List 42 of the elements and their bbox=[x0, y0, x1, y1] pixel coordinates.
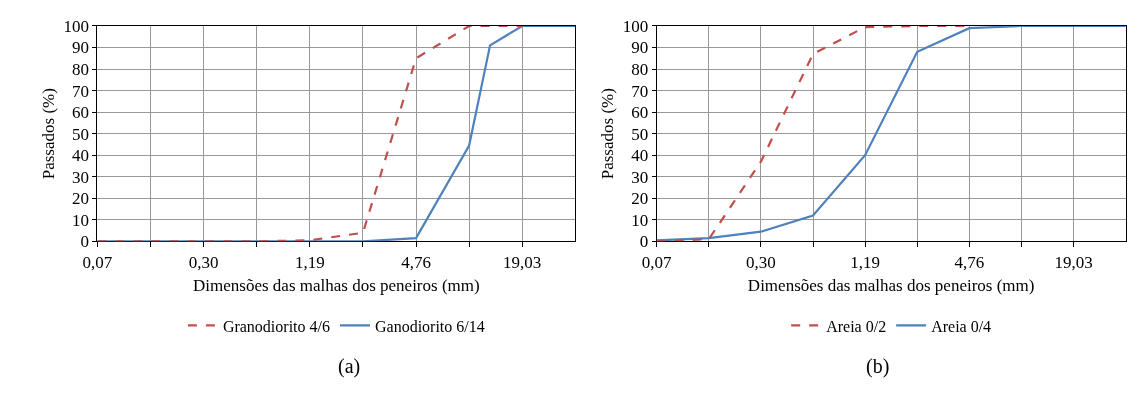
text: (a) bbox=[338, 355, 361, 378]
y-tick-label: 50 bbox=[631, 124, 649, 144]
y-tick-label: 60 bbox=[631, 103, 649, 123]
y-tick-label: 50 bbox=[72, 124, 90, 144]
x-axis-title: Dimensões das malhas dos peneiros (mm) bbox=[747, 276, 1035, 296]
x-tick-label: 0,30 bbox=[188, 252, 219, 272]
y-tick-label: 90 bbox=[631, 38, 649, 58]
x-tick-label: 1,19 bbox=[850, 252, 880, 272]
y-tick-label: 20 bbox=[72, 189, 90, 209]
x-tick-label: 0,07 bbox=[641, 252, 673, 272]
y-axis-title: Passados (%) bbox=[598, 88, 618, 180]
y-axis-title: Passados (%) bbox=[39, 88, 59, 180]
y-tick-label: 100 bbox=[622, 16, 649, 36]
legend-label: Ganodiorito 6/14 bbox=[374, 317, 485, 335]
y-tick-label: 40 bbox=[72, 146, 90, 166]
y-tick-label: 80 bbox=[631, 60, 649, 80]
y-tick-label: 20 bbox=[631, 189, 649, 209]
x-axis-title: Dimensões das malhas dos peneiros (mm) bbox=[193, 276, 480, 296]
x-tick-label: 1,19 bbox=[294, 252, 325, 272]
x-tick-label: 4,76 bbox=[954, 252, 985, 272]
x-tick-label: 19,03 bbox=[503, 252, 542, 272]
text: (b) bbox=[866, 355, 890, 378]
y-tick-label: 100 bbox=[63, 16, 90, 36]
y-tick-label: 0 bbox=[639, 232, 649, 252]
x-tick-label: 4,76 bbox=[401, 252, 431, 272]
y-tick-label: 70 bbox=[631, 81, 649, 101]
y-tick-label: 30 bbox=[631, 167, 649, 187]
y-tick-label: 60 bbox=[72, 103, 90, 123]
x-tick-label: 0,30 bbox=[746, 252, 776, 272]
y-tick-label: 0 bbox=[80, 232, 90, 252]
x-tick-label: 0,07 bbox=[82, 252, 113, 272]
y-tick-label: 70 bbox=[72, 81, 90, 101]
legend-label: Areia 0/2 bbox=[826, 317, 887, 335]
y-tick-label: 10 bbox=[631, 210, 649, 230]
y-tick-label: 90 bbox=[72, 38, 90, 58]
y-tick-label: 10 bbox=[72, 210, 90, 230]
y-tick-label: 30 bbox=[72, 167, 90, 187]
legend-label: Granodiorito 4/6 bbox=[222, 317, 330, 335]
y-tick-label: 80 bbox=[72, 60, 90, 80]
x-tick-label: 19,03 bbox=[1054, 252, 1093, 272]
y-tick-label: 40 bbox=[631, 146, 649, 166]
legend-label: Areia 0/4 bbox=[931, 317, 992, 335]
